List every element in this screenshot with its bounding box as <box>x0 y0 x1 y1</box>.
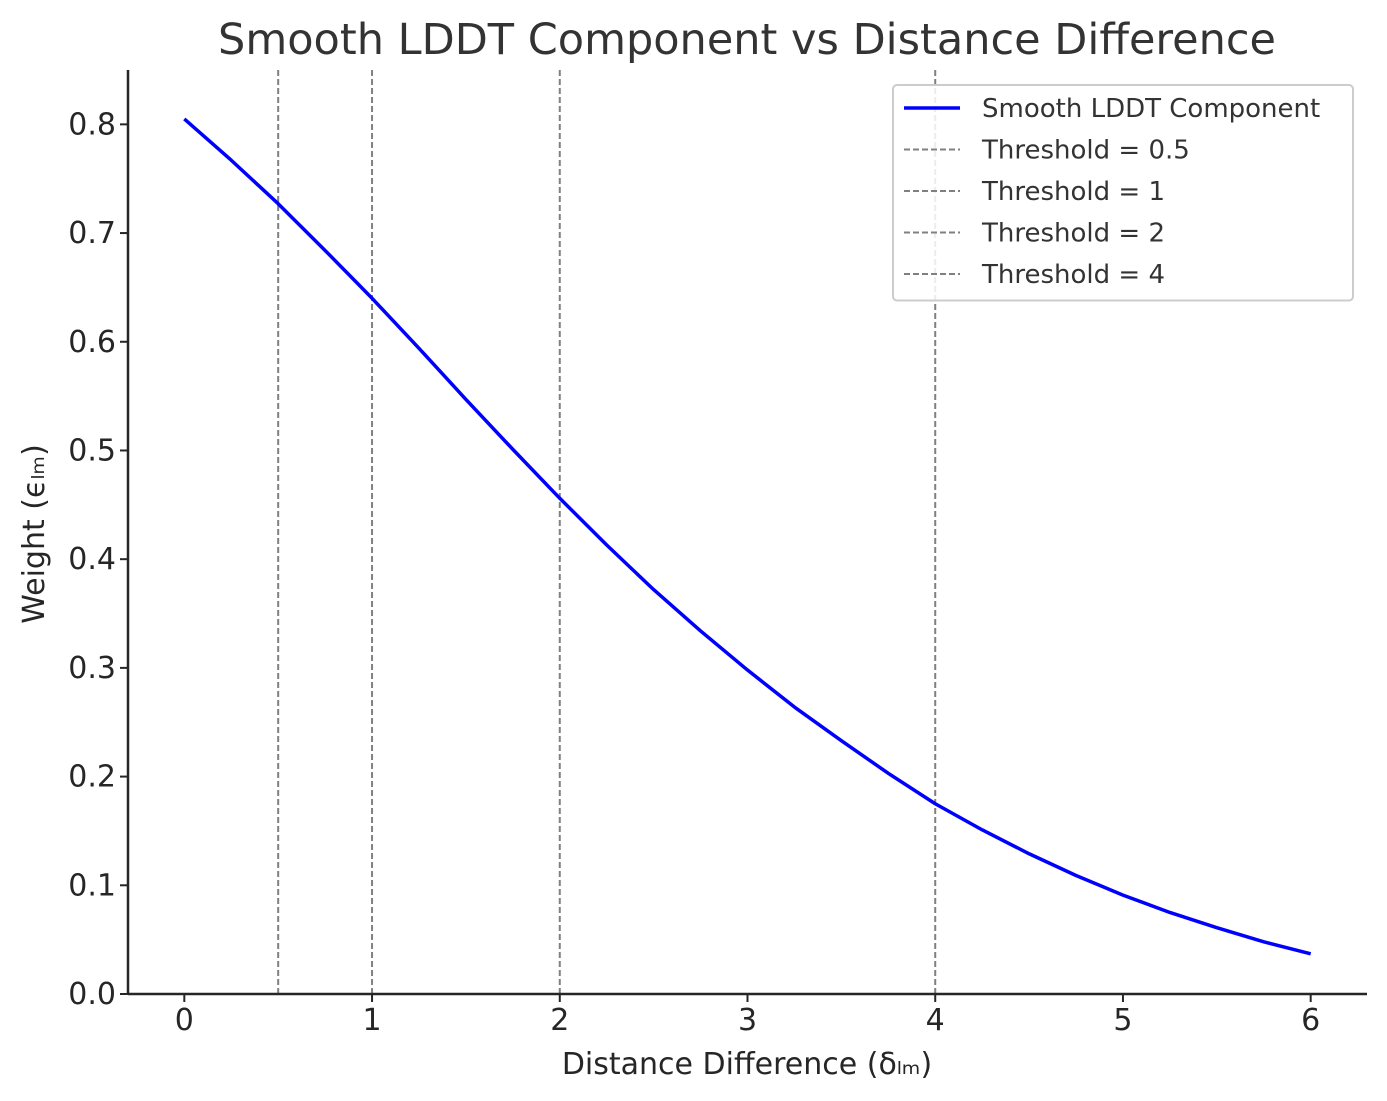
y-tick-label: 0.7 <box>68 216 116 251</box>
y-tick-label: 0.8 <box>68 107 116 142</box>
y-tick-label: 0.5 <box>68 433 116 468</box>
legend-label: Threshold = 1 <box>981 177 1165 207</box>
x-tick-label: 0 <box>175 1003 194 1038</box>
series-layer <box>183 117 1312 956</box>
y-tick-label: 0.0 <box>68 977 116 1012</box>
legend-label: Threshold = 4 <box>981 260 1165 290</box>
chart-title: Smooth LDDT Component vs Distance Differ… <box>218 15 1276 65</box>
legend-label: Smooth LDDT Component <box>982 94 1320 124</box>
threshold-lines <box>277 70 937 994</box>
x-tick-label: 2 <box>550 1003 569 1038</box>
legend-label: Threshold = 2 <box>981 219 1165 249</box>
x-tick-label: 6 <box>1301 1003 1320 1038</box>
series-line-0 <box>183 117 1312 956</box>
x-tick-label: 3 <box>738 1003 757 1038</box>
legend-frame <box>892 84 1354 302</box>
y-tick-label: 0.1 <box>68 868 116 903</box>
x-axis-label: Distance Difference (δₗₘ) <box>562 1047 932 1082</box>
y-axis-label: Weight (ϵₗₘ) <box>17 444 52 624</box>
ticks: 0 1 2 3 4 5 6 0.0 0.1 0.2 0.3 0.4 0.5 0.6 0.7 0.8 <box>68 107 1320 1038</box>
legend-label: Threshold = 0.5 <box>981 136 1190 166</box>
x-tick-label: 5 <box>1113 1003 1132 1038</box>
y-tick-label: 0.3 <box>68 651 116 686</box>
y-tick-label: 0.2 <box>68 760 116 795</box>
legend: Smooth LDDT Component Threshold = 0.5 Thre… <box>892 84 1354 302</box>
y-tick-label: 0.6 <box>68 325 116 360</box>
x-tick-label: 1 <box>362 1003 381 1038</box>
y-tick-label: 0.4 <box>68 542 116 577</box>
x-tick-label: 4 <box>926 1003 945 1038</box>
